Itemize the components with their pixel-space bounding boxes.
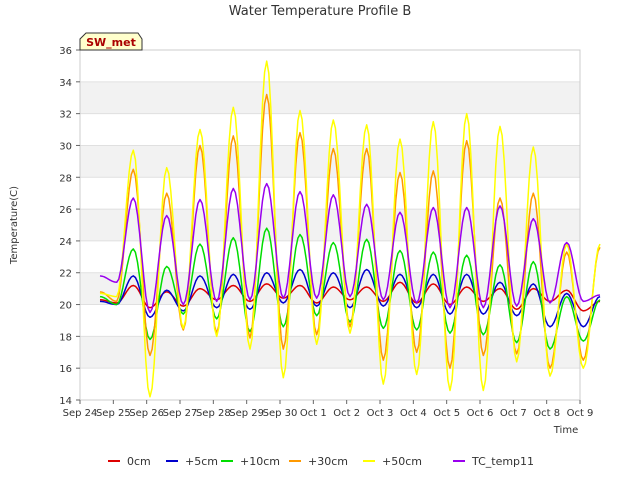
grid-band — [80, 81, 580, 114]
legend-item: 0cm — [108, 455, 151, 468]
y-tick-label: 14 — [59, 396, 72, 407]
y-tick-label: 30 — [59, 141, 72, 152]
y-tick-label: 26 — [59, 205, 72, 216]
series-line-0cm — [99, 281, 601, 312]
y-tick-label: 28 — [59, 173, 72, 184]
series-line--50cm — [99, 60, 601, 398]
grid-band — [80, 336, 580, 369]
y-tick-label: 18 — [59, 332, 72, 343]
x-tick-label: Sep 26 — [129, 408, 164, 419]
series-layer — [99, 60, 601, 398]
x-tick-label: Oct 7 — [500, 408, 527, 419]
x-axis-label: Time — [553, 425, 578, 436]
y-axis: 14 16 18 20 22 24 26 28 30 32 34 36 — [59, 46, 80, 407]
legend-item: +50cm — [363, 455, 422, 468]
x-tick-label: Sep 24 — [63, 408, 98, 419]
series-line-tc-temp11 — [99, 182, 601, 314]
plot-area — [79, 49, 581, 401]
legend-label: +10cm — [240, 455, 280, 468]
x-tick-label: Sep 30 — [263, 408, 298, 419]
legend-label: +5cm — [185, 455, 218, 468]
legend-label: 0cm — [127, 455, 151, 468]
x-tick-label: Oct 2 — [333, 408, 360, 419]
series-line--5cm — [99, 268, 601, 328]
y-axis-label: Temperature(C) — [9, 186, 20, 265]
x-tick-label: Oct 9 — [567, 408, 594, 419]
legend-item: TC_temp11 — [453, 455, 534, 468]
station-badge: SW_met — [79, 32, 143, 51]
x-tick-label: Oct 5 — [433, 408, 460, 419]
x-tick-label: Sep 25 — [96, 408, 131, 419]
legend-label: +50cm — [382, 455, 422, 468]
y-tick-label: 22 — [59, 269, 72, 280]
series-line--10cm — [99, 227, 601, 350]
y-tick-label: 24 — [59, 237, 72, 248]
legend: 0cm +5cm +10cm +30cm +50cm TC_temp11 — [108, 455, 534, 468]
x-tick-label: Oct 4 — [400, 408, 427, 419]
station-badge-label: SW_met — [86, 36, 136, 49]
x-tick-label: Oct 1 — [300, 408, 327, 419]
legend-item: +10cm — [221, 455, 280, 468]
y-tick-label: 32 — [59, 110, 72, 121]
x-tick-label: Oct 3 — [367, 408, 394, 419]
y-tick-label: 36 — [59, 46, 72, 57]
y-tick-label: 20 — [59, 301, 72, 312]
legend-label: +30cm — [308, 455, 348, 468]
x-tick-label: Sep 29 — [229, 408, 264, 419]
series-line--30cm — [99, 93, 601, 369]
legend-item: +30cm — [289, 455, 348, 468]
x-tick-label: Sep 27 — [163, 408, 198, 419]
legend-item: +5cm — [166, 455, 218, 468]
y-tick-label: 16 — [59, 364, 72, 375]
x-tick-label: Sep 28 — [196, 408, 231, 419]
chart-title: Water Temperature Profile B — [229, 4, 412, 19]
x-tick-label: Oct 6 — [467, 408, 494, 419]
x-tick-label: Oct 8 — [533, 408, 560, 419]
y-tick-label: 34 — [59, 78, 72, 89]
legend-label: TC_temp11 — [471, 455, 534, 468]
